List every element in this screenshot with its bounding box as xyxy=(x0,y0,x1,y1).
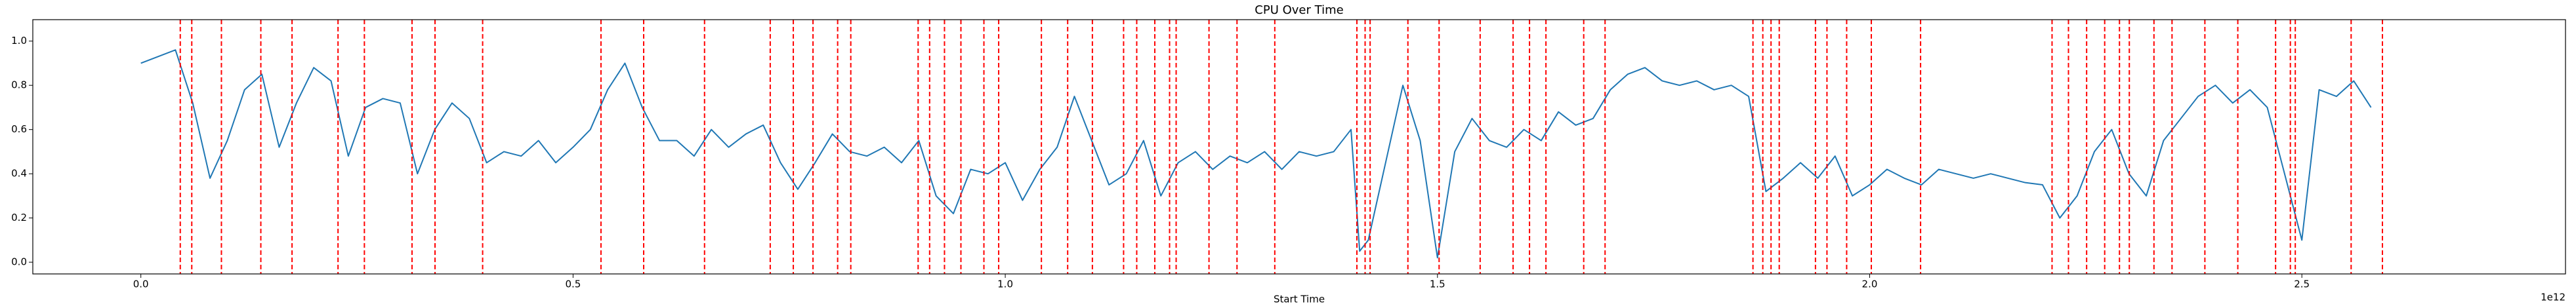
x-tick-label: 0.0 xyxy=(133,279,149,290)
plot-frame xyxy=(32,19,2566,275)
x-tick-label: 1.5 xyxy=(1430,279,1445,290)
y-tick-label: 0.6 xyxy=(11,123,27,135)
x-tick-label: 0.5 xyxy=(565,279,581,290)
y-tick-label: 0.2 xyxy=(11,212,27,223)
x-tick-label: 2.5 xyxy=(2294,279,2310,290)
chart-title: CPU Over Time xyxy=(1255,3,1343,17)
y-tick-label: 0.8 xyxy=(11,79,27,91)
y-tick-label: 0.4 xyxy=(11,168,27,180)
y-tick-label: 1.0 xyxy=(11,35,27,47)
x-tick-label: 1.0 xyxy=(997,279,1013,290)
x-tick-label: 2.0 xyxy=(1862,279,1878,290)
x-axis-label: Start Time xyxy=(1274,294,1325,305)
cpu-line xyxy=(140,49,2372,259)
x-offset-label: 1e12 xyxy=(2541,292,2566,303)
y-tick-label: 0.0 xyxy=(11,256,27,268)
